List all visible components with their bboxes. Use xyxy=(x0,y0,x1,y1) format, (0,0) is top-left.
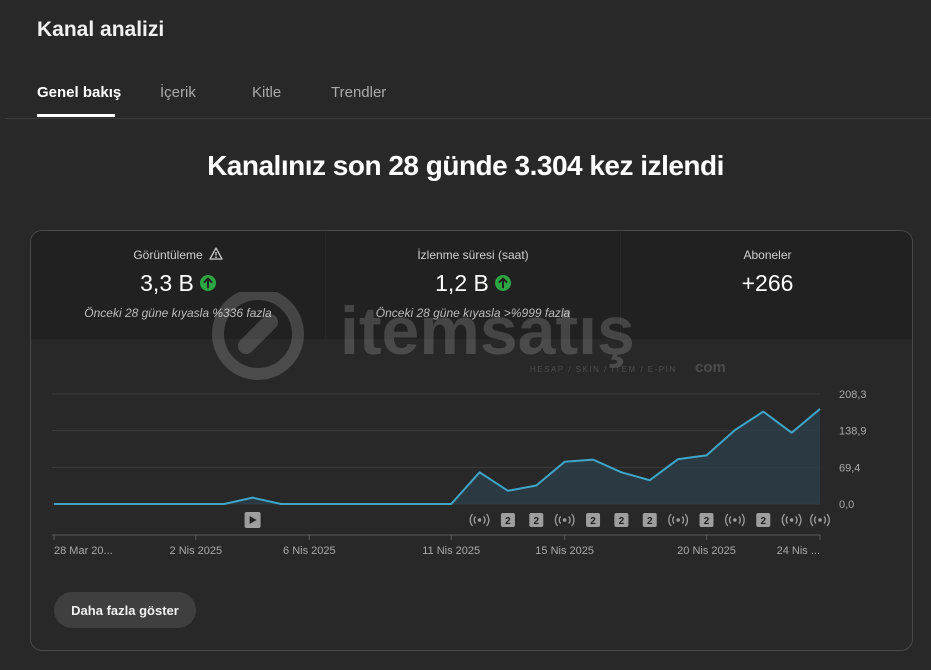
livestream-icon xyxy=(724,513,745,527)
chart-point xyxy=(618,469,624,475)
metric-value: 1,2 B xyxy=(326,269,620,297)
chart-point xyxy=(306,501,312,507)
x-tick-label: 11 Nis 2025 xyxy=(422,545,480,557)
metric-value-text: +266 xyxy=(741,270,794,297)
chart-point xyxy=(760,409,766,415)
metric-label: İzlenme süresi (saat) xyxy=(417,248,529,262)
livestream-icon xyxy=(810,513,830,527)
livestream-icon xyxy=(668,513,689,527)
livestream-icon xyxy=(554,513,575,527)
upload-count-label: 2 xyxy=(704,516,710,527)
upload-count-label: 2 xyxy=(760,516,766,527)
chart-point xyxy=(562,459,568,465)
metric-comparison: Önceki 28 güne kıyasla >%999 fazla xyxy=(375,306,571,320)
chart-point xyxy=(250,495,256,501)
chart-point xyxy=(221,501,227,507)
upload-count-badge xyxy=(699,513,714,527)
y-tick-label: 208,3 xyxy=(839,389,867,401)
chart-point xyxy=(136,501,142,507)
chart-point xyxy=(164,501,170,507)
tabs-divider xyxy=(5,118,931,119)
metric-subscribers[interactable]: Aboneler +266 xyxy=(621,231,912,339)
metric-comparison: Önceki 28 güne kıyasla %336 fazla xyxy=(84,306,272,320)
chart-point xyxy=(817,406,823,412)
chart-point xyxy=(505,488,511,494)
chart-point xyxy=(108,501,114,507)
chart-point xyxy=(79,501,85,507)
chart-point xyxy=(193,501,199,507)
chart-line xyxy=(54,408,821,505)
metric-watch-time[interactable]: İzlenme süresi (saat) 1,2 B Önceki 28 gü… xyxy=(326,231,620,339)
chart-point xyxy=(335,501,341,507)
chart-point xyxy=(647,477,653,483)
y-tick-label: 0,0 xyxy=(839,499,854,511)
tab-content[interactable]: İçerik xyxy=(160,84,196,101)
chart-point xyxy=(52,501,57,507)
summary-headline: Kanalınız son 28 günde 3.304 kez izlendi xyxy=(207,150,724,181)
livestream-icon xyxy=(469,513,490,527)
upload-count-badge xyxy=(642,513,657,527)
chart-point xyxy=(732,427,738,433)
chart-point xyxy=(590,457,596,463)
x-tick-label: 20 Nis 2025 xyxy=(677,545,736,557)
y-tick-label: 138,9 xyxy=(839,426,867,438)
upload-count-badge xyxy=(586,513,601,527)
livestream-icon xyxy=(781,513,802,527)
x-tick-label: 2 Nis 2025 xyxy=(170,545,223,557)
upload-count-badge xyxy=(614,513,629,527)
chart-area xyxy=(54,408,820,504)
tab-trends[interactable]: Trendler xyxy=(331,84,387,101)
trend-up-icon xyxy=(199,274,216,291)
upload-count-label: 2 xyxy=(505,516,511,527)
chart-point xyxy=(448,501,454,507)
trend-up-icon xyxy=(494,274,511,291)
metric-views[interactable]: Görüntüleme 3,3 B Önceki 28 güne kıyasla… xyxy=(31,231,325,339)
chart-point xyxy=(704,452,710,458)
metric-value: +266 xyxy=(621,269,912,297)
page-title: Kanal analizi xyxy=(37,18,165,41)
upload-count-badge xyxy=(529,513,544,527)
upload-count-badge xyxy=(500,513,515,527)
chart-point xyxy=(675,456,681,462)
metric-label: Aboneler xyxy=(743,248,792,262)
active-tab-indicator xyxy=(37,114,115,117)
metric-value-text: 3,3 B xyxy=(140,270,194,297)
metric-tabs: Görüntüleme 3,3 B Önceki 28 güne kıyasla… xyxy=(31,231,912,339)
upload-count-label: 2 xyxy=(619,516,625,527)
tab-bar: Genel bakış İçerik Kitle Trendler xyxy=(0,70,931,119)
chart-point xyxy=(363,501,369,507)
tab-audience[interactable]: Kitle xyxy=(252,84,282,101)
x-tick-label: 6 Nis 2025 xyxy=(283,545,336,557)
show-more-button[interactable]: Daha fazla göster xyxy=(54,592,196,628)
upload-count-label: 2 xyxy=(534,516,540,527)
chart-point xyxy=(278,501,284,507)
chart-point xyxy=(789,430,795,436)
play-icon xyxy=(249,516,257,524)
tab-overview[interactable]: Genel bakış xyxy=(37,84,122,101)
metric-label-text: Görüntüleme xyxy=(133,248,203,263)
chart-point xyxy=(477,469,483,475)
metric-value: 3,3 B xyxy=(31,269,325,297)
chart-point xyxy=(533,483,539,489)
x-tick-label: 28 Mar 20... xyxy=(54,545,113,557)
warning-icon[interactable] xyxy=(209,247,223,263)
upload-count-label: 2 xyxy=(647,516,653,527)
metric-label: Görüntüleme xyxy=(31,247,325,264)
metric-value-text: 1,2 B xyxy=(435,270,489,297)
x-tick-label: 24 Nis ... xyxy=(777,545,820,557)
upload-count-badge xyxy=(756,513,771,527)
chart-point xyxy=(391,501,397,507)
chart-point xyxy=(420,501,426,507)
x-tick-label: 15 Nis 2025 xyxy=(535,545,594,557)
views-chart[interactable]: 208,3 138,9 69,4 0,0 2 2 2 2 2 2 2 28 Mar 20... 2 Ni… xyxy=(52,385,931,575)
upload-count-label: 2 xyxy=(590,516,596,527)
y-tick-label: 69,4 xyxy=(839,462,860,474)
